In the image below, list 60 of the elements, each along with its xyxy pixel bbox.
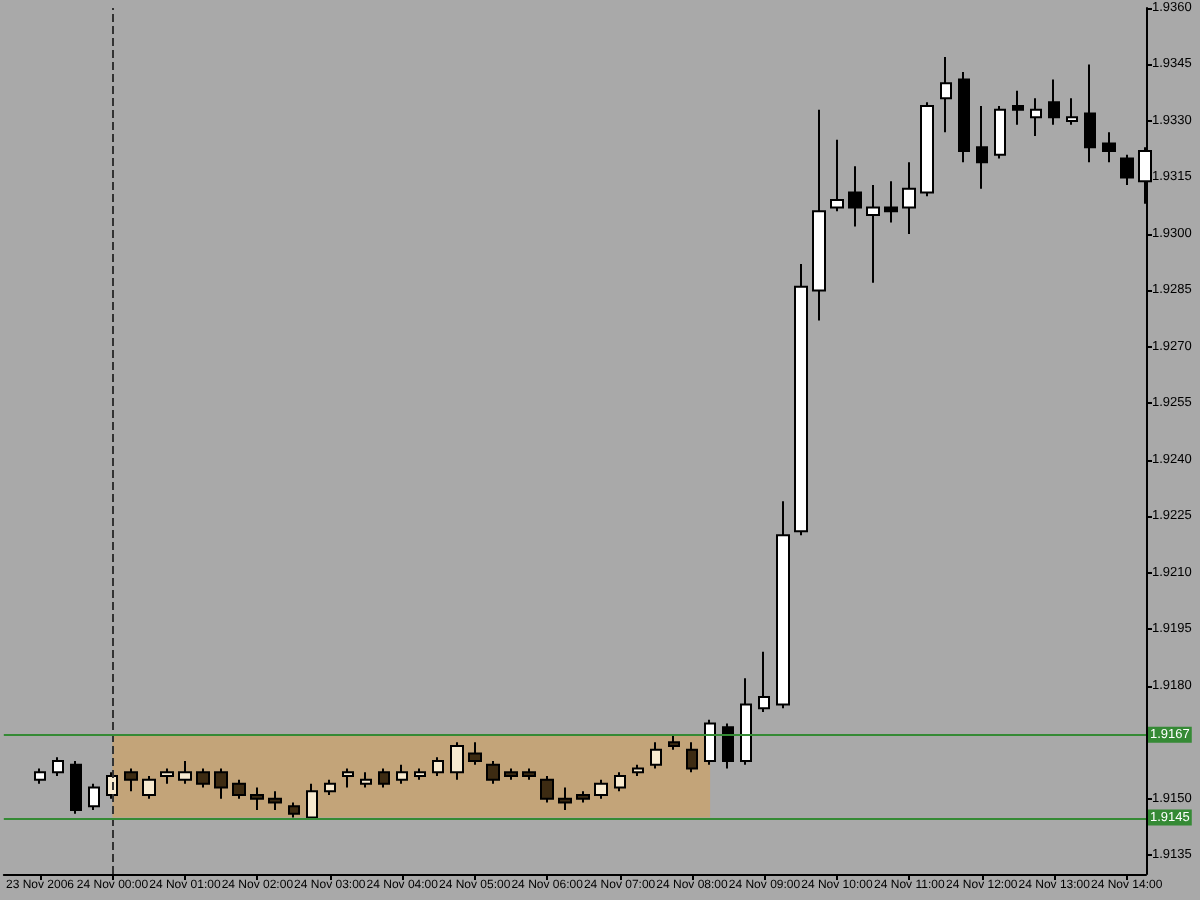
candlestick (250, 786, 264, 811)
candlestick (88, 782, 100, 811)
candlestick (288, 801, 300, 819)
candlestick (486, 760, 500, 785)
candlestick (522, 767, 536, 781)
candlestick (360, 771, 372, 789)
candlestick (848, 165, 862, 228)
candlestick (52, 756, 64, 778)
candlestick (414, 767, 426, 781)
candlestick (124, 767, 138, 793)
candlestick (432, 756, 444, 778)
candlestick (576, 790, 590, 804)
candlestick (830, 138, 844, 213)
candlestick (1084, 63, 1096, 164)
candlestick (1048, 78, 1060, 126)
candlestick (178, 760, 192, 785)
candlestick (686, 741, 698, 774)
candlestick (812, 108, 826, 322)
candlestick (758, 650, 770, 714)
candlestick (704, 718, 716, 766)
candlestick (142, 775, 156, 800)
candlestick (1102, 131, 1116, 164)
candlestick (1066, 97, 1078, 126)
candlestick (160, 767, 174, 785)
candlestick (70, 760, 82, 815)
candlestick (540, 775, 554, 804)
candlestick (34, 767, 46, 785)
candlestick (232, 778, 246, 800)
candlestick (794, 263, 808, 537)
candlestick (450, 741, 464, 781)
candlestick (196, 767, 210, 789)
candlestick (740, 677, 752, 766)
candlestick (306, 782, 318, 819)
candlestick (268, 790, 282, 811)
candlestick (902, 161, 916, 235)
candlestick (614, 771, 626, 793)
candlestick (378, 767, 390, 789)
candlestick (668, 733, 680, 751)
candlestick (650, 741, 662, 770)
candlestick (884, 180, 898, 224)
candlestick (324, 778, 336, 796)
candlestick (342, 767, 354, 789)
candlestick (396, 763, 408, 785)
candlestick (214, 767, 228, 800)
candlestick (468, 741, 482, 766)
candlestick (866, 183, 880, 284)
candlestick (976, 104, 988, 190)
candlestick (776, 500, 790, 710)
candlestick (1030, 97, 1042, 138)
candlestick (1120, 153, 1134, 186)
candlestick (504, 767, 518, 781)
candlestick (1012, 89, 1024, 126)
candlestick (940, 55, 952, 134)
candlestick (722, 722, 734, 770)
candlestick (632, 763, 644, 778)
candlestick (958, 71, 970, 164)
candlestick (920, 101, 934, 198)
candlestick (594, 778, 608, 800)
candlestick (558, 786, 572, 811)
candlestick (994, 104, 1006, 160)
